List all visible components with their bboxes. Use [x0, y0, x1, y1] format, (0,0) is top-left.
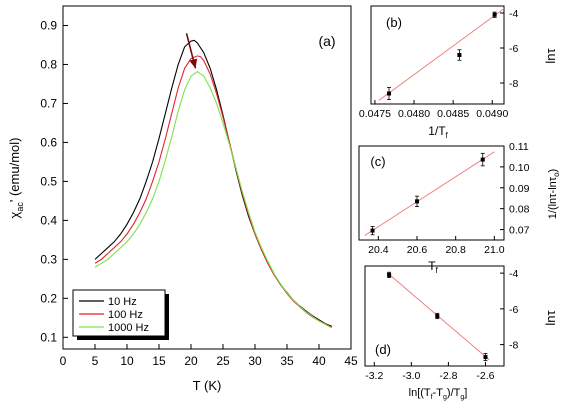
panel-d-point-1: [435, 314, 440, 318]
panel-b-xlabel: 1/Tf: [428, 124, 448, 140]
panel-c-ylabel-close: ): [547, 169, 559, 173]
panel-d-label: (d): [375, 342, 391, 357]
panel-c-x-tick-label-1: 20.6: [407, 244, 428, 256]
panel-d: -3.2 -3.0 -2.8 -2.6 -4 -6 -8 (d) ln[(Tf-Tg)/Tg…: [364, 265, 558, 401]
panel-a-label: (a): [318, 33, 335, 49]
panel-d-x-tick-label-1: -3.0: [402, 370, 420, 382]
panel-d-y-tick-label-0: -4: [509, 268, 518, 280]
panel-a-y-tick-label-1: 0.2: [40, 291, 57, 305]
panel-a-y-tick-label-3: 0.4: [40, 213, 57, 227]
panel-d-plot: -3.2 -3.0 -2.8 -2.6 -4 -6 -8: [365, 268, 518, 382]
panel-b-x-tick-label-0: 0.0475: [359, 108, 391, 120]
panel-c-xlabel: Tf: [428, 259, 438, 275]
panel-c-point-2: [480, 157, 485, 162]
legend-label-2: 1000 Hz: [108, 322, 149, 334]
panel-b-plot: 0.0475 0.0480 0.0485 0.0490 -4 -6 -8: [359, 8, 519, 120]
panel-b-point-1: [457, 53, 462, 57]
panel-c-ylabel-main: 1/(lnτ-lnτ: [547, 176, 559, 219]
panel-c-frame: [358, 145, 505, 241]
panel-a-y-tick-label-4: 0.5: [40, 174, 57, 188]
panel-b-ylabel: lnτ: [543, 48, 558, 64]
panel-c: 20.4 20.6 20.8 21.0 0.07 0.08 0.09 0.10 0.11 (c)…: [358, 141, 561, 275]
legend-label-0: 10 Hz: [108, 296, 137, 308]
panel-d-point-2: [483, 355, 488, 360]
panel-d-x-tick-label-2: -2.8: [439, 370, 457, 382]
panel-a-y-tick-label-2: 0.3: [40, 252, 57, 266]
panel-b-fit-line: [378, 8, 505, 101]
panel-c-point-1: [415, 199, 419, 204]
panel-c-y-tick-label-2: 0.09: [509, 183, 530, 195]
panel-c-x-tick-label-0: 20.4: [368, 244, 389, 256]
panel-b-frame: [370, 5, 505, 105]
panel-c-ylabel: 1/(lnτ-lnτo): [547, 169, 561, 219]
panel-b-x-tick-label-2: 0.0485: [437, 108, 469, 120]
panel-c-y-tick-label-3: 0.10: [509, 162, 530, 174]
panel-d-point-0: [387, 272, 392, 277]
panel-b-xlabel-main: 1/T: [428, 124, 446, 138]
panel-a-x-tick-label-1: 5: [92, 354, 99, 368]
panel-d-y-tick-label-1: -6: [509, 304, 518, 316]
panel-a-y-tick-label-0: 0.1: [40, 330, 57, 344]
panel-b-point-2: [492, 12, 497, 17]
panel-c-y-tick-label-0: 0.07: [509, 225, 530, 237]
panel-a-y-tick-label-8: 0.9: [40, 18, 57, 32]
panel-a-x-tick-label-8: 40: [312, 354, 326, 368]
panel-b-point-0: [386, 91, 391, 96]
panel-a-x-tick-label-2: 10: [120, 354, 134, 368]
panel-b-x-tick-label-1: 0.0480: [398, 108, 430, 120]
panel-a-x-tick-label-0: 0: [60, 354, 67, 368]
panel-d-frame: [364, 265, 505, 367]
legend-label-1: 100 Hz: [108, 309, 143, 321]
panel-a-y-tick-label-5: 0.6: [40, 135, 57, 149]
panel-b-y-tick-label-2: -8: [509, 78, 518, 90]
panel-a-ylabel-sub: ac: [15, 202, 25, 212]
panel-a-arrow: [185, 33, 198, 69]
panel-d-y-tick-label-2: -8: [509, 340, 518, 352]
panel-b: 0.0475 0.0480 0.0485 0.0490-4-6-8 (b) 1/Tf …: [359, 5, 558, 140]
panel-a-xlabel: T (K): [193, 378, 222, 393]
legend-box: [72, 289, 166, 337]
panel-d-xlabel: ln[(Tf-Tg)/Tg]: [409, 387, 468, 401]
panel-a-x-tick-label-3: 15: [152, 354, 166, 368]
panel-a-ylabel-main: χ: [7, 211, 22, 218]
panel-b-xlabel-sub: f: [446, 131, 449, 140]
panel-a-x-tick-label-4: 20: [184, 354, 198, 368]
panel-a-x-tick-label-9: 45: [344, 354, 358, 368]
panel-b-label: (b): [386, 15, 402, 30]
panel-c-x-tick-label-3: 21.0: [484, 244, 505, 256]
panel-a-y-tick-label-7: 0.8: [40, 57, 57, 71]
panel-c-ylabel-sub: o: [552, 172, 561, 177]
panel-b-y-tick-label-0: -4: [509, 8, 518, 20]
panel-c-x-tick-label-2: 20.8: [445, 244, 466, 256]
panel-c-plot: 20.4 20.6 20.8 21.0 0.07 0.08 0.09 0.10 0.11: [364, 141, 530, 256]
panel-c-xlabel-sub: f: [436, 266, 439, 275]
panel-c-label: (c): [370, 154, 385, 169]
arrow-head: [189, 58, 198, 69]
panel-c-fit-line: [364, 151, 495, 236]
panel-c-y-tick-label-1: 0.08: [509, 204, 530, 216]
panel-a-y-tick-label-6: 0.7: [40, 96, 57, 110]
panel-b-x-tick-label-3: 0.0490: [476, 108, 508, 120]
panel-a-y-ticks: 0.1 0.2 0.3 0.4 0.5 0.6 0.7 0.8 0.9: [40, 18, 68, 344]
panel-a-series: [94, 39, 333, 329]
panel-a: 0 5 10 15 20 25 30 35 40 45 0.1 0.2 0.3 0.4 0.5 0.6 0.7…: [7, 5, 358, 393]
panel-a-x-ticks: 0 5 10 15 20 25 30 35 40 45: [60, 344, 358, 368]
panel-d-x-tick-label-3: -2.6: [476, 370, 494, 382]
series-line-2: [94, 70, 333, 329]
panel-d-ylabel: lnτ: [543, 310, 558, 326]
panel-a-x-tick-label-7: 35: [280, 354, 294, 368]
panel-a-frame: [62, 5, 352, 350]
panel-b-y-tick-label-1: -6: [509, 43, 518, 55]
panel-a-ylabel-rest: ' (emu/mol): [7, 138, 22, 203]
panel-d-x-tick-label-0: -3.2: [365, 370, 383, 382]
panel-a-ylabel: χac' (emu/mol): [7, 138, 25, 219]
panel-c-point-0: [370, 228, 375, 233]
panel-c-y-tick-label-4: 0.11: [509, 141, 529, 153]
panel-a-x-tick-label-5: 25: [216, 354, 230, 368]
panel-a-x-tick-label-6: 30: [248, 354, 262, 368]
